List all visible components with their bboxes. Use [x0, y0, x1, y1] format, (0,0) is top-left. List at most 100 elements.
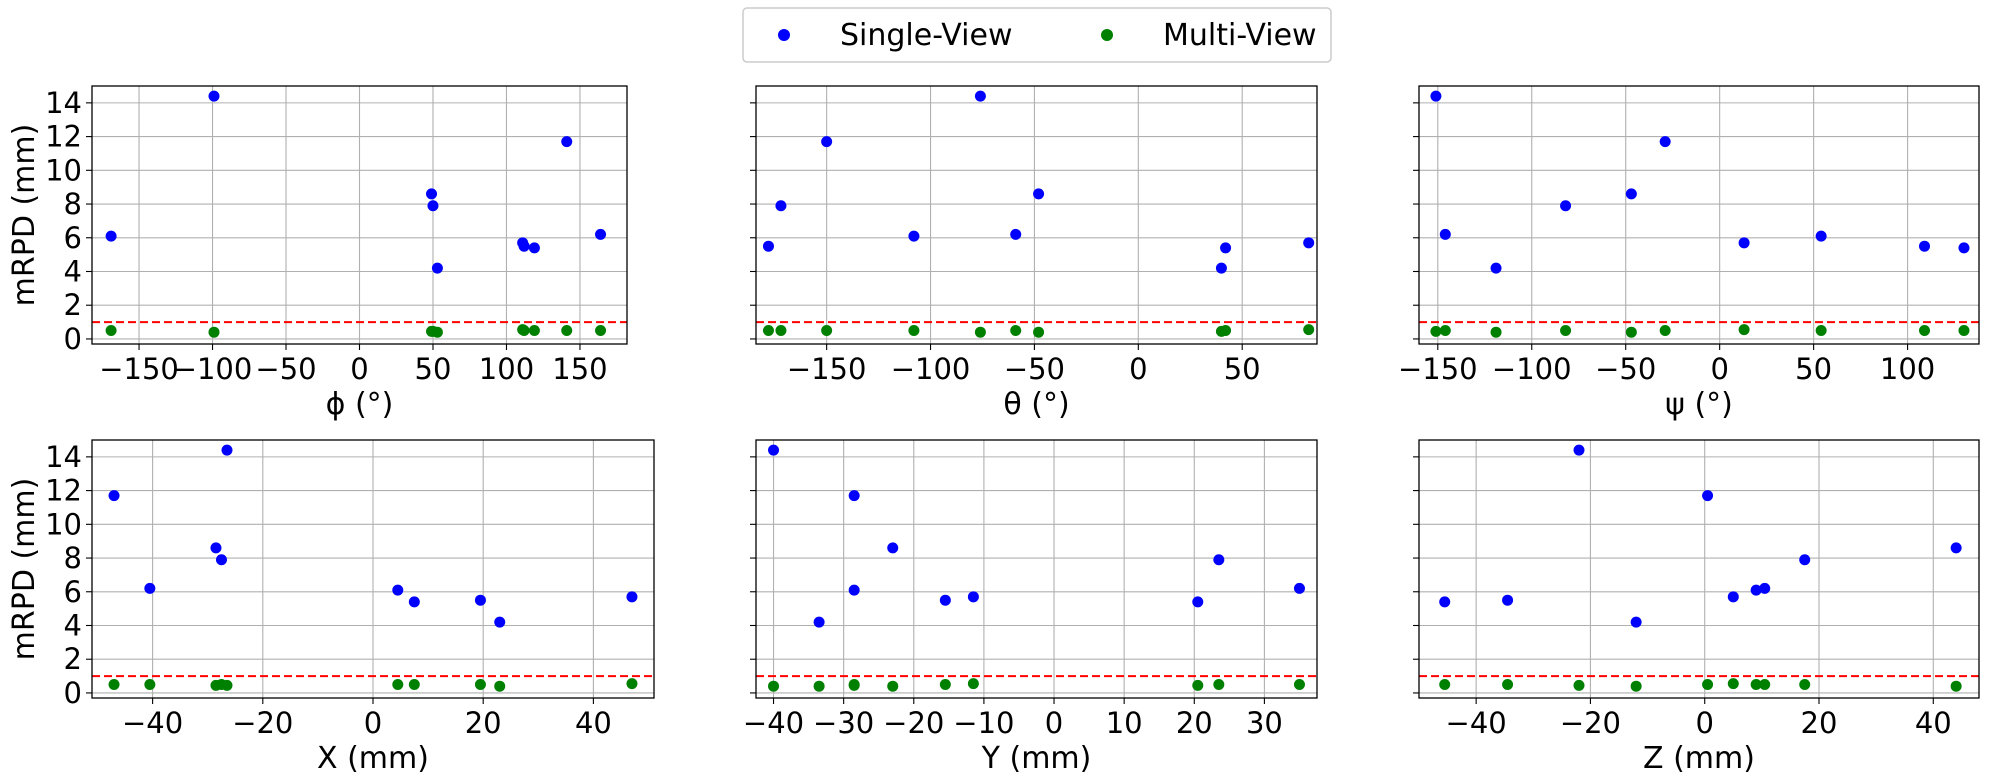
point-multi-view — [768, 680, 780, 692]
point-multi-view — [1950, 680, 1962, 692]
point-single-view — [108, 490, 120, 502]
point-multi-view — [1033, 326, 1045, 338]
x-tick-label: −20 — [1560, 706, 1621, 740]
point-multi-view — [813, 680, 825, 692]
point-single-view — [775, 200, 787, 212]
point-single-view — [848, 584, 860, 596]
point-multi-view — [1625, 326, 1637, 338]
point-single-view — [474, 594, 486, 606]
point-multi-view — [1430, 325, 1442, 337]
x-tick-label: 0 — [1129, 352, 1147, 386]
x-tick-label: −50 — [1595, 352, 1656, 386]
point-multi-view — [595, 325, 607, 337]
x-tick-label: 0 — [364, 706, 382, 740]
y-tick-label: 14 — [45, 86, 82, 120]
x-tick-label: −50 — [1004, 352, 1065, 386]
y-tick-label: 6 — [64, 221, 82, 255]
x-tick-label: 50 — [415, 352, 452, 386]
point-multi-view — [494, 680, 506, 692]
point-single-view — [1010, 228, 1022, 240]
point-single-view — [1220, 242, 1232, 254]
point-single-view — [1659, 136, 1671, 148]
point-multi-view — [974, 326, 986, 338]
x-tick-label: −150 — [1398, 352, 1478, 386]
point-single-view — [1439, 596, 1451, 608]
point-single-view — [1759, 582, 1771, 594]
point-multi-view — [1919, 325, 1931, 337]
point-single-view — [1439, 228, 1451, 240]
point-single-view — [208, 90, 220, 102]
point-multi-view — [1759, 679, 1771, 691]
point-multi-view — [1702, 679, 1714, 691]
point-multi-view — [408, 679, 420, 691]
point-multi-view — [1010, 325, 1022, 337]
point-multi-view — [848, 679, 860, 691]
point-multi-view — [208, 326, 220, 338]
point-multi-view — [392, 679, 404, 691]
point-multi-view — [1439, 679, 1451, 691]
legend-marker-multi-view — [1101, 29, 1113, 41]
y-tick-label: 4 — [64, 608, 82, 642]
x-tick-label: 10 — [1106, 706, 1143, 740]
point-multi-view — [1213, 679, 1225, 691]
x-tick-label: 100 — [1880, 352, 1935, 386]
x-tick-label: 20 — [1176, 706, 1213, 740]
y-tick-label: 12 — [45, 474, 82, 508]
x-tick-label: 40 — [575, 706, 612, 740]
point-single-view — [1573, 444, 1585, 456]
point-multi-view — [887, 680, 899, 692]
plot-frame — [1418, 439, 1980, 699]
point-multi-view — [108, 679, 120, 691]
point-multi-view — [1750, 679, 1762, 691]
point-single-view — [1293, 582, 1305, 594]
legend: Single-View Multi-View — [742, 7, 1332, 63]
y-tick-label: 0 — [64, 676, 82, 710]
subplot-6: −40 −20 0 20 40 Z (mm) — [1413, 439, 1980, 776]
point-single-view — [1750, 584, 1762, 596]
point-multi-view — [1573, 679, 1585, 691]
y-tick-label: 0 — [64, 322, 82, 356]
point-single-view — [939, 594, 951, 606]
point-single-view — [1702, 490, 1714, 502]
x-tick-label: −100 — [173, 352, 253, 386]
point-single-view — [967, 591, 979, 603]
point-multi-view — [1799, 679, 1811, 691]
point-multi-view — [1659, 325, 1671, 337]
x-tick-label: −40 — [1446, 706, 1507, 740]
point-single-view — [595, 228, 607, 240]
point-multi-view — [1439, 325, 1451, 337]
x-tick-label: 20 — [465, 706, 502, 740]
subplot-3: −150 −100 −50 0 50 100 ψ (°) — [1398, 85, 1980, 422]
plot-frame — [91, 85, 628, 345]
point-single-view — [1738, 237, 1750, 249]
x-tick-label: 30 — [1246, 706, 1283, 740]
point-single-view — [1192, 596, 1204, 608]
point-multi-view — [939, 679, 951, 691]
point-multi-view — [105, 325, 117, 337]
point-single-view — [768, 444, 780, 456]
point-single-view — [528, 242, 540, 254]
point-single-view — [626, 591, 638, 603]
point-single-view — [494, 616, 506, 628]
x-axis-label: X (mm) — [317, 741, 429, 776]
point-multi-view — [1490, 326, 1502, 338]
legend-label-single-view: Single-View — [840, 18, 1013, 53]
point-multi-view — [967, 678, 979, 690]
point-single-view — [408, 596, 420, 608]
x-axis-label: θ (°) — [1003, 387, 1069, 422]
point-single-view — [1950, 542, 1962, 554]
y-tick-label: 2 — [64, 642, 82, 676]
point-single-view — [1502, 594, 1514, 606]
x-tick-label: −40 — [743, 706, 804, 740]
point-single-view — [1958, 242, 1970, 254]
y-axis-label: mRPD (mm) — [7, 478, 42, 661]
x-tick-label: 0 — [350, 352, 368, 386]
x-tick-label: −150 — [99, 352, 179, 386]
subplot-5: −40 −30 −20 −10 0 10 20 30 Y (mm) — [743, 439, 1318, 776]
y-tick-label: 6 — [64, 575, 82, 609]
point-multi-view — [1630, 680, 1642, 692]
point-single-view — [821, 136, 833, 148]
point-single-view — [215, 554, 227, 566]
x-axis-label: Z (mm) — [1643, 741, 1755, 776]
